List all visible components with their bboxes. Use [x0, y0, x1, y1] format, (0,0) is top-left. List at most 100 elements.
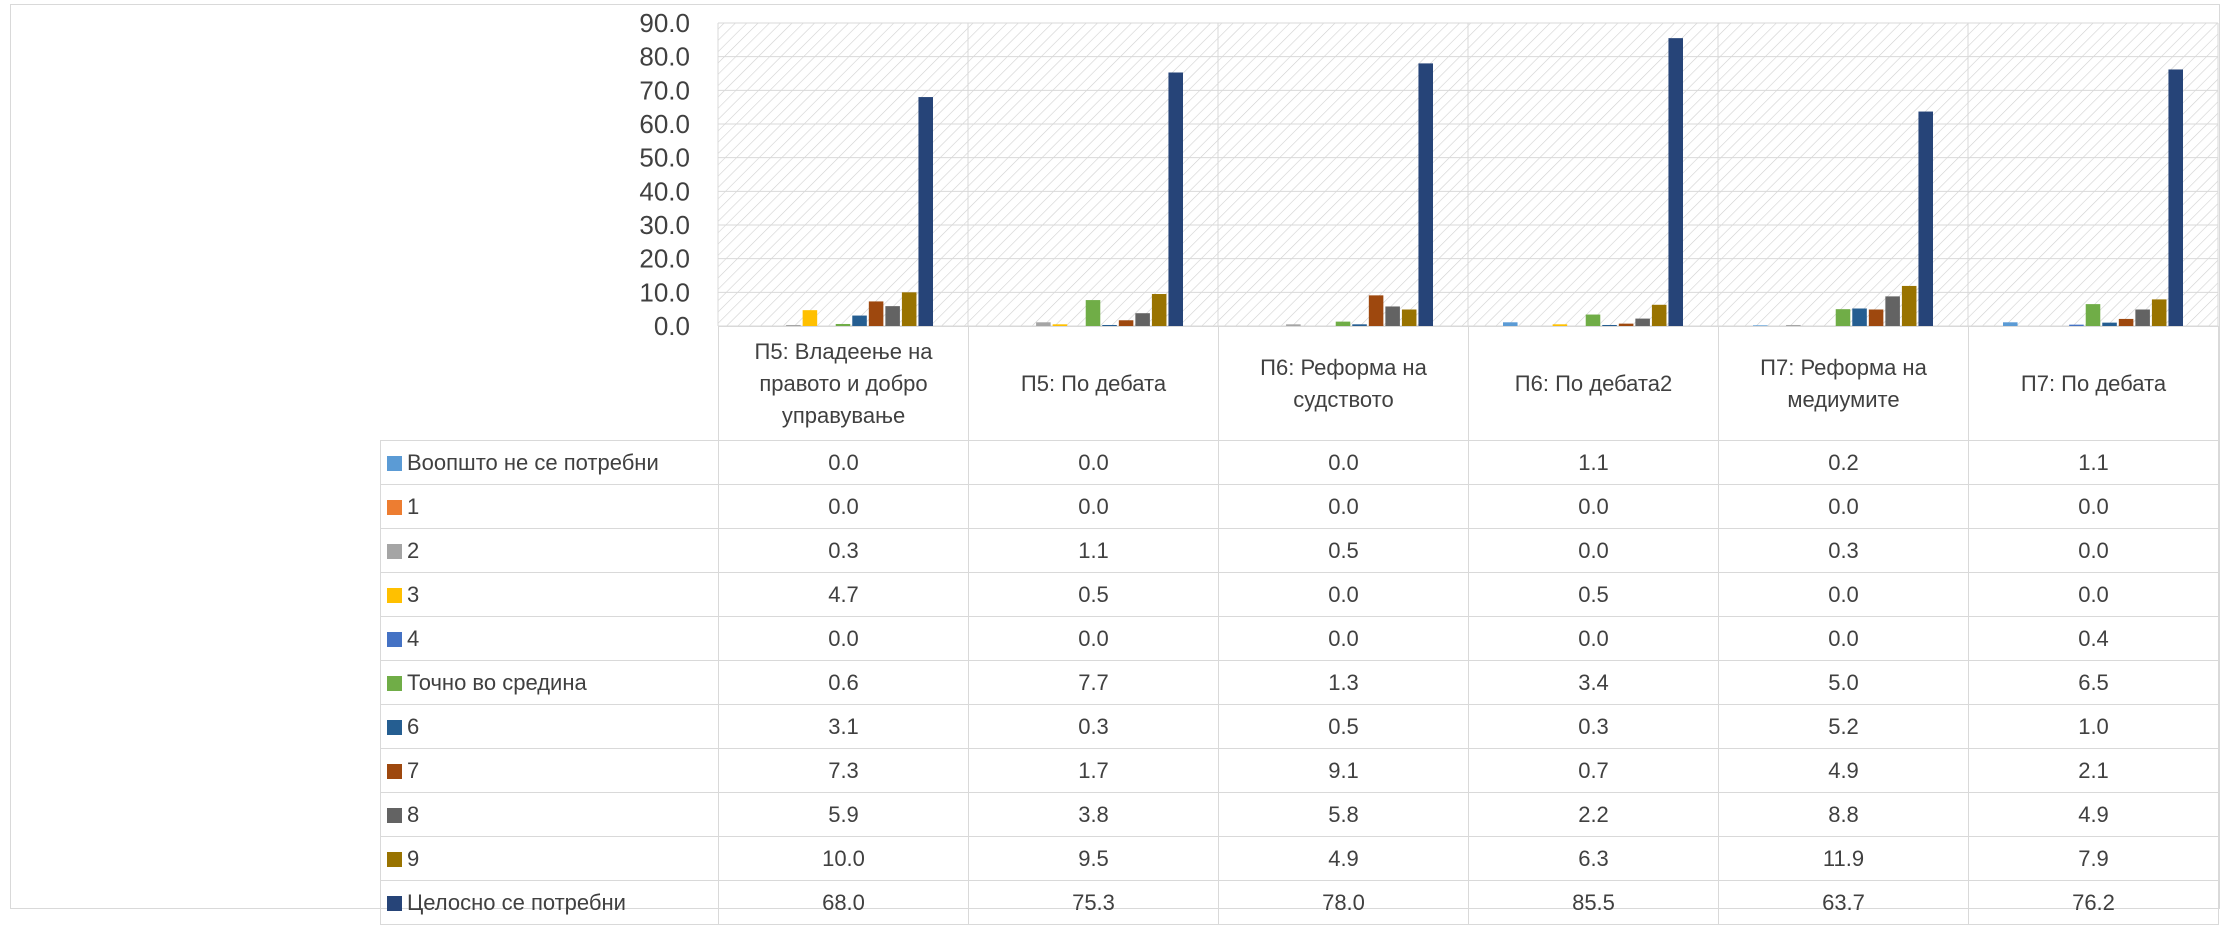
legend-swatch	[387, 719, 402, 735]
bar	[2118, 318, 2134, 326]
bar	[2069, 324, 2084, 326]
table-cell: 0.0	[1218, 572, 1469, 617]
table-cell: 3.4	[1468, 660, 1719, 705]
table-cell: 7.3	[718, 748, 969, 793]
legend-entry: 1	[380, 484, 719, 529]
y-tick-label: 70.0	[639, 75, 690, 105]
table-cell: 1.1	[1468, 440, 1719, 485]
table-cell: 0.0	[1968, 484, 2219, 529]
table-cell: 0.6	[718, 660, 969, 705]
table-cell: 0.3	[968, 704, 1219, 749]
bar	[918, 97, 933, 326]
table-cell: 4.9	[1968, 792, 2219, 837]
x-category-label: П6: Реформа на судството	[1218, 326, 1469, 441]
bar	[1135, 313, 1150, 326]
y-tick-label: 40.0	[639, 176, 690, 206]
table-cell: 0.0	[1468, 484, 1719, 529]
bar	[885, 306, 900, 326]
table-cell: 0.0	[1718, 484, 1969, 529]
table-cell: 3.8	[968, 792, 1219, 837]
bar	[1585, 314, 1601, 326]
table-cell: 0.0	[1218, 440, 1469, 485]
bar	[1335, 321, 1351, 326]
table-row: 4 0.0 0.0 0.0 0.0 0.0 0.4	[380, 616, 2219, 661]
bar	[2168, 69, 2183, 327]
bar	[1918, 111, 1933, 326]
table-cell: 0.0	[1468, 616, 1719, 661]
table-cell: 3.1	[718, 704, 969, 749]
y-tick-label: 30.0	[639, 210, 690, 240]
legend-entry: 3	[380, 572, 719, 617]
bar	[1651, 304, 1667, 326]
table-cell: 68.0	[718, 880, 969, 925]
series-name: 6	[407, 713, 420, 739]
table-cell: 5.9	[718, 792, 969, 837]
legend-entry: 8	[380, 792, 719, 837]
table-cell: 0.0	[1718, 616, 1969, 661]
bar	[1868, 309, 1884, 326]
bar	[2085, 304, 2101, 326]
legend-entry: Воопшто не се потребни	[380, 440, 719, 485]
legend-swatch	[387, 675, 402, 691]
legend-entry: 6	[380, 704, 719, 749]
table-cell: 2.2	[1468, 792, 1719, 837]
bar	[1102, 324, 1117, 326]
y-tick-label: 20.0	[639, 244, 690, 274]
bar	[901, 292, 917, 326]
table-cell: 0.0	[968, 616, 1219, 661]
y-tick-label: 60.0	[639, 109, 690, 139]
table-row: 3 4.7 0.5 0.0 0.5 0.0 0.0	[380, 572, 2219, 617]
bar	[1635, 318, 1650, 326]
series-name: 3	[407, 581, 420, 607]
table-cell: 0.0	[718, 484, 969, 529]
legend-entry: 7	[380, 748, 719, 793]
x-category-label: П5: По дебата	[968, 326, 1219, 441]
bar	[2102, 322, 2117, 326]
bar	[1385, 306, 1400, 326]
x-category-label: П5: Владеење на правото и добро управува…	[718, 326, 969, 441]
y-tick-label: 50.0	[639, 143, 690, 173]
table-cell: 1.3	[1218, 660, 1469, 705]
bar	[1052, 324, 1068, 326]
table-row: 6 3.1 0.3 0.5 0.3 5.2 1.0	[380, 704, 2219, 749]
table-cell: 0.5	[968, 572, 1219, 617]
table-row: Целосно се потребни 68.0 75.3 78.0 85.5 63.7 7…	[380, 880, 2219, 925]
series-name: 1	[407, 493, 420, 519]
table-cell: 0.0	[1468, 528, 1719, 573]
bar	[852, 315, 867, 326]
table-cell: 0.5	[1218, 528, 1469, 573]
series-name: 8	[407, 801, 420, 827]
table-cell: 75.3	[968, 880, 1219, 925]
table-cell: 10.0	[718, 836, 969, 881]
table-cell: 8.8	[1718, 792, 1969, 837]
data-table: П5: Владеење на правото и добро управува…	[380, 326, 2219, 925]
bars	[786, 38, 2183, 327]
bar	[868, 301, 884, 326]
legend-swatch	[387, 455, 402, 471]
y-tick-label: 80.0	[639, 42, 690, 72]
table-row: Воопшто не се потребни 0.0 0.0 0.0 1.1 0.2 1.1	[380, 440, 2219, 485]
series-name: 2	[407, 537, 420, 563]
table-cell: 4.9	[1718, 748, 1969, 793]
series-name: 9	[407, 845, 420, 871]
category-header-row: П5: Владеење на правото и добро управува…	[381, 326, 2219, 441]
table-cell: 0.0	[1718, 572, 1969, 617]
table-cell: 0.5	[1218, 704, 1469, 749]
bar	[1786, 324, 1801, 326]
table-cell: 0.3	[718, 528, 969, 573]
x-category-label: П7: Реформа на медиумите	[1718, 326, 1969, 441]
bar	[2135, 309, 2150, 326]
table-cell: 63.7	[1718, 880, 1969, 925]
series-name: Целосно се потребни	[407, 889, 626, 915]
table-cell: 0.0	[718, 440, 969, 485]
table-row: 2 0.3 1.1 0.5 0.0 0.3 0.0	[380, 528, 2219, 573]
legend-swatch	[387, 631, 402, 647]
table-cell: 9.5	[968, 836, 1219, 881]
bar	[1118, 320, 1134, 326]
table-row: Точно во средина 0.6 7.7 1.3 3.4 5.0 6.5	[380, 660, 2219, 705]
bar	[1401, 309, 1417, 326]
table-cell: 0.2	[1718, 440, 1969, 485]
table-cell: 4.9	[1218, 836, 1469, 881]
table-cell: 9.1	[1218, 748, 1469, 793]
